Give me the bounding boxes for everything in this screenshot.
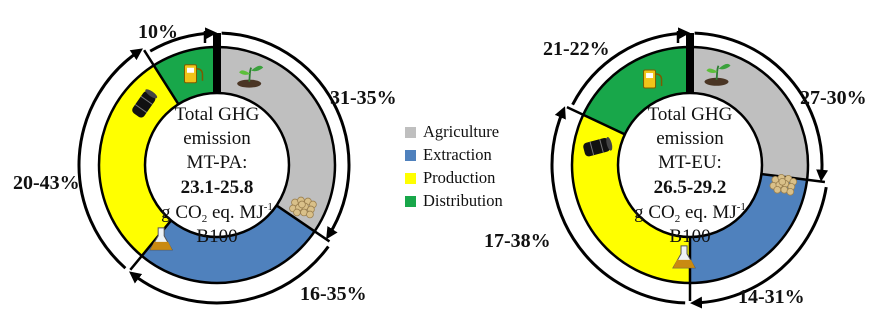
center-scenario: MT-PA: [187, 152, 248, 173]
barrel-rib [134, 104, 147, 113]
label-production: 17-38% [484, 230, 551, 252]
start-marker [686, 33, 694, 93]
legend-swatch-production [405, 173, 416, 184]
flask-liquid [150, 241, 173, 250]
legend-swatch-extraction [405, 150, 416, 161]
soil-mound [704, 77, 729, 86]
soybean-icon [778, 178, 787, 186]
unit-mid: eq. MJ [680, 202, 736, 223]
fuel-pump-icon [643, 69, 657, 89]
center-scenario: MT-EU: [658, 152, 722, 173]
center-fuel: B100 [196, 226, 237, 247]
legend-label-extraction: Extraction [423, 145, 492, 164]
soybean-icon [293, 208, 301, 217]
donut-segments [98, 46, 336, 284]
fuel-pump-window [646, 73, 654, 79]
fuel-pump-icon [183, 64, 197, 84]
barrel-lid [145, 89, 158, 99]
label-extraction: 16-35% [300, 283, 367, 305]
label-distribution: 10% [138, 21, 178, 43]
donut-chart-mt-eu: Total GHG emission MT-EU: 26.5-29.2 g CO… [484, 27, 867, 309]
label-agriculture: 27-30% [800, 87, 867, 109]
center-title-line2: emission [656, 128, 724, 149]
sprout-leaf-left [706, 68, 718, 74]
center-fuel: B100 [669, 226, 710, 247]
unit-subscript: 2 [202, 213, 208, 225]
unit-superscript: -1 [264, 201, 273, 213]
segment-divider [566, 105, 626, 136]
center-title-line2: emission [183, 128, 251, 149]
barrel-lid [606, 137, 613, 151]
flask-liquid [673, 259, 696, 268]
barrel-rib [599, 139, 604, 153]
soybean-icon [786, 188, 795, 196]
label-production: 20-43% [13, 172, 80, 194]
soil-mound [237, 79, 262, 88]
center-unit: g CO2 eq. MJ-1 [161, 201, 273, 225]
center-title-line1: Total GHG [175, 104, 260, 125]
range-arrows [550, 27, 829, 309]
legend-swatch-agriculture [405, 127, 416, 138]
range-arrow-agriculture [221, 31, 351, 240]
range-arrow-extraction [690, 186, 828, 309]
stage-icons [583, 63, 798, 269]
barrel-rib [140, 95, 153, 105]
fuel-pump-hose [196, 68, 204, 81]
legend-label-agriculture: Agriculture [423, 122, 499, 141]
barrel-body [132, 91, 156, 118]
segment-divider [143, 49, 180, 105]
legend: Agriculture Extraction Production Distri… [405, 122, 503, 210]
range-arrow-distribution [571, 27, 691, 106]
sprout-leaf-right [251, 65, 264, 72]
start-marker [213, 33, 221, 93]
unit-prefix: g CO [161, 202, 202, 223]
center-total-value: 23.1-25.8 [181, 177, 254, 198]
soybean-icon [306, 210, 314, 219]
center-title-line1: Total GHG [648, 104, 733, 125]
barrel-rib [589, 141, 595, 156]
legend-label-production: Production [423, 168, 495, 187]
soybean-icon [298, 200, 306, 209]
unit-superscript: -1 [737, 201, 746, 213]
sprout-stem [715, 65, 720, 80]
donut-chart-mt-pa: Total GHG emission MT-PA: 23.1-25.8 g CO… [13, 21, 397, 305]
legend-swatch-distribution [405, 196, 416, 207]
sprout-leaf-left [239, 70, 251, 75]
segment-divider [275, 204, 331, 243]
oil-barrel-icon [132, 89, 158, 118]
range-arrow-production [77, 48, 143, 270]
unit-prefix: g CO [634, 202, 675, 223]
range-arrow-extraction [129, 245, 330, 305]
soybean-icon [773, 186, 782, 194]
unit-subscript: 2 [675, 213, 681, 225]
sprout-stem [248, 67, 253, 82]
stage-icons [132, 64, 317, 251]
label-distribution: 21-22% [543, 38, 610, 60]
range-arrow-distribution [149, 27, 218, 53]
range-arrow-agriculture [694, 31, 829, 182]
label-agriculture: 31-35% [330, 87, 397, 109]
center-total-value: 26.5-29.2 [654, 177, 727, 198]
center-unit: g CO2 eq. MJ-1 [634, 201, 746, 225]
sprout-leaf-right [718, 63, 731, 70]
fuel-pump-window [186, 67, 194, 73]
range-arrow-production [550, 106, 686, 305]
fuel-pump-hose [655, 73, 663, 87]
unit-mid: eq. MJ [207, 202, 263, 223]
oil-barrel-icon [583, 137, 613, 157]
legend-label-distribution: Distribution [423, 191, 503, 210]
label-extraction: 14-31% [738, 286, 805, 308]
